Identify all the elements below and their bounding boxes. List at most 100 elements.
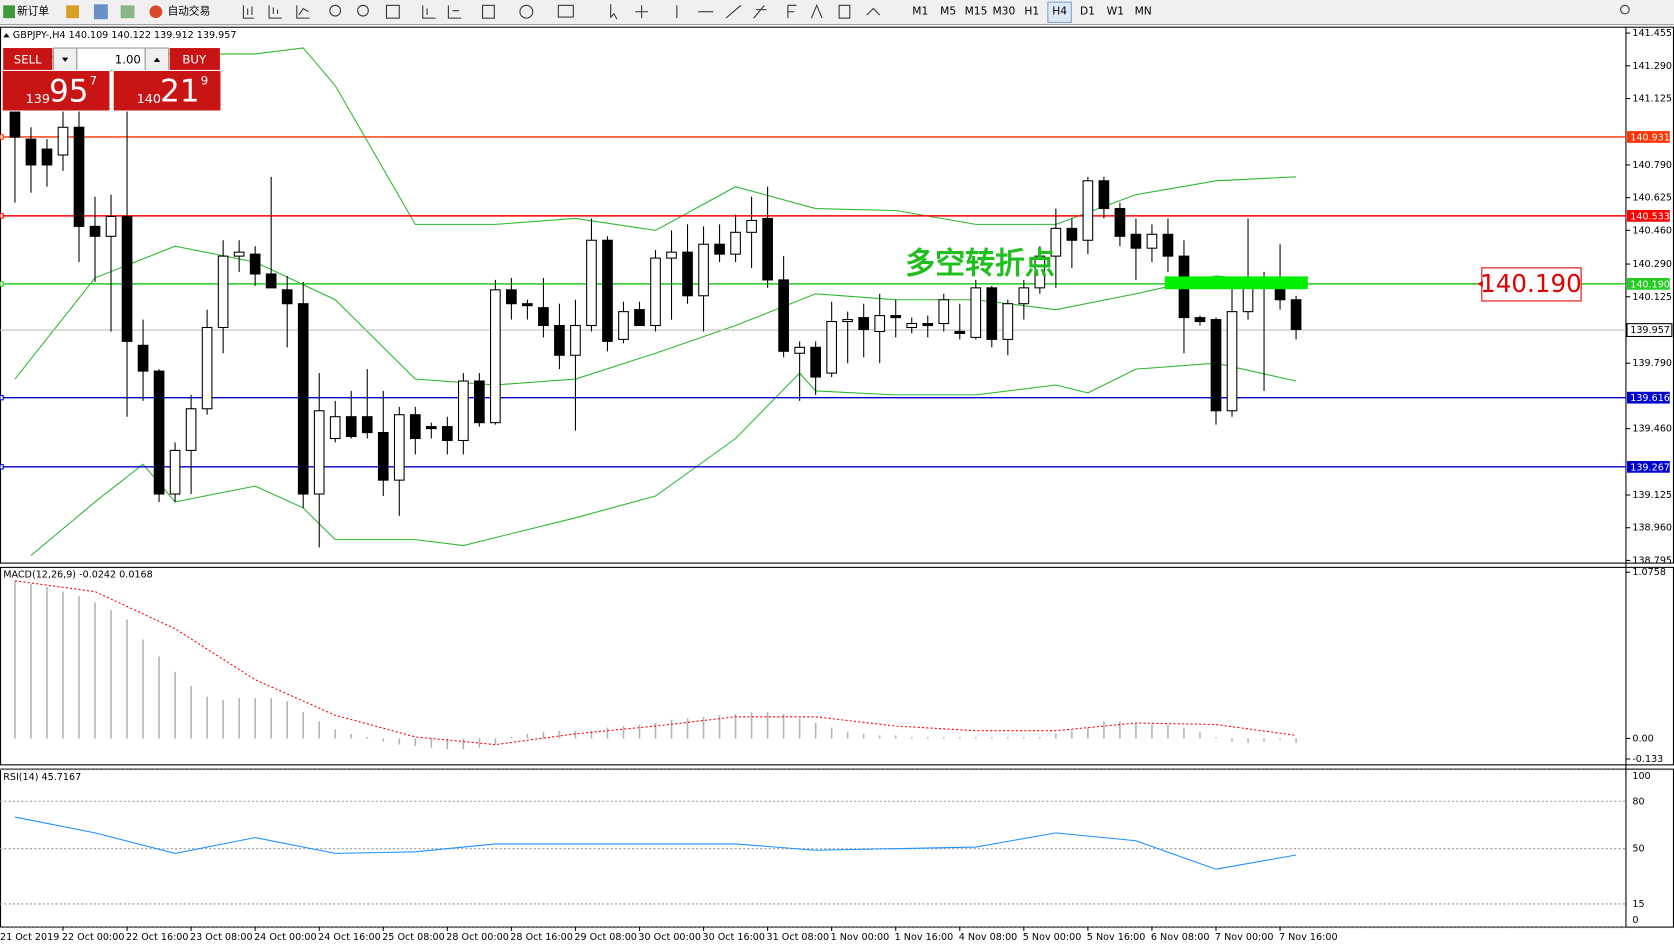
candle-body xyxy=(313,410,325,495)
candle-body xyxy=(233,251,245,257)
candle-body xyxy=(618,311,629,340)
icon[interactable] xyxy=(120,5,135,19)
y-tick-label: 140.460 xyxy=(1632,225,1672,236)
y-tick-label: 0 xyxy=(1632,915,1638,926)
buy-button[interactable] xyxy=(169,48,220,71)
candle-body xyxy=(1194,317,1206,323)
y-tick-label: 138.795 xyxy=(1632,555,1672,566)
x-tick-label: 25 Oct 08:00 xyxy=(382,932,445,943)
candle-body xyxy=(265,273,277,289)
candle-body xyxy=(153,370,165,495)
candle-body xyxy=(121,215,133,342)
candle-body xyxy=(634,309,645,327)
candle-body xyxy=(297,303,309,495)
price-big-figure: 139 xyxy=(26,92,50,107)
new-order-icon[interactable] xyxy=(3,5,15,19)
y-tick-label: 0.00 xyxy=(1632,733,1653,744)
x-tick-label: 7 Nov 16:00 xyxy=(1279,932,1338,943)
candle-body xyxy=(666,251,677,259)
sell-button[interactable] xyxy=(3,48,53,71)
candle-body xyxy=(938,299,950,325)
price-big-figure: 140 xyxy=(137,92,161,107)
marker xyxy=(1477,280,1483,288)
icon[interactable] xyxy=(93,4,108,20)
x-tick-label: 29 Oct 08:00 xyxy=(574,932,637,943)
x-tick-label: 31 Oct 08:00 xyxy=(767,932,830,943)
y-tick-label: 80 xyxy=(1632,796,1644,807)
candle-body xyxy=(1146,233,1158,249)
y-tick-label: 140.125 xyxy=(1632,292,1672,303)
new-order-button[interactable]: 新订单 xyxy=(17,5,49,18)
candle-body xyxy=(1130,233,1142,249)
buy-label: BUY xyxy=(182,52,207,66)
candle-body xyxy=(474,380,485,424)
candle-body xyxy=(538,307,549,327)
timeframe-button[interactable]: D1 xyxy=(1080,5,1095,18)
x-tick-label: 24 Oct 00:00 xyxy=(254,932,317,943)
timeframe-button[interactable]: MN xyxy=(1135,5,1152,18)
timeframe-button[interactable]: M5 xyxy=(940,5,956,18)
candle-body xyxy=(714,243,725,255)
x-tick-label: 5 Nov 16:00 xyxy=(1087,932,1146,943)
x-tick-label: 4 Nov 08:00 xyxy=(959,932,1018,943)
candle-body xyxy=(1066,227,1078,241)
candle-body xyxy=(506,289,517,305)
price-box[interactable] xyxy=(112,69,222,112)
candle-body xyxy=(906,322,918,329)
candle-body xyxy=(570,324,581,356)
toolbar-icons[interactable] xyxy=(242,3,1630,20)
candle-body xyxy=(858,317,870,331)
timeframe-button[interactable]: M30 xyxy=(992,5,1015,18)
x-tick-label: 30 Oct 16:00 xyxy=(702,932,765,943)
candle-body xyxy=(345,416,357,438)
candle-body xyxy=(105,215,117,237)
y-tick-label: 140.790 xyxy=(1632,160,1672,171)
arrow xyxy=(61,57,69,62)
arrow xyxy=(153,57,161,62)
candle-body xyxy=(490,289,501,424)
level-highlight xyxy=(1164,276,1308,290)
y-tick-label: 139.460 xyxy=(1632,424,1672,435)
candle-body xyxy=(826,321,837,374)
candle-body xyxy=(25,138,37,166)
x-tick-label: 22 Oct 00:00 xyxy=(62,932,125,943)
autotrade-button[interactable]: 自动交易 xyxy=(168,5,211,18)
macd-title: MACD(12,26,9) -0.0242 0.0168 xyxy=(3,569,153,580)
candle-body xyxy=(1082,180,1094,241)
icon[interactable] xyxy=(66,5,80,19)
candle-body xyxy=(1034,255,1046,289)
price-fraction: 7 xyxy=(90,74,97,88)
x-tick-label: 1 Nov 16:00 xyxy=(895,932,954,943)
level-label: 139.616 xyxy=(1630,393,1670,404)
y-tick-label: 140.290 xyxy=(1632,259,1672,270)
timeframe-button[interactable]: W1 xyxy=(1107,5,1124,18)
y-tick-label: 141.125 xyxy=(1632,94,1672,105)
macd-signal xyxy=(14,580,1297,746)
x-tick-label: 22 Oct 16:00 xyxy=(126,932,189,943)
autotrade-icon[interactable] xyxy=(149,5,163,19)
candle-body xyxy=(393,414,405,481)
x-tick-label: 23 Oct 08:00 xyxy=(190,932,253,943)
timeframe-button[interactable]: H4 xyxy=(1052,5,1067,18)
price-box[interactable] xyxy=(1,69,111,112)
bollinger-band xyxy=(14,47,1297,231)
level-label-box xyxy=(1627,460,1670,473)
y-tick-label: 15 xyxy=(1632,899,1644,910)
candle-body xyxy=(874,315,886,332)
candle-body xyxy=(1098,180,1110,210)
candle-body xyxy=(602,239,613,342)
candle-body xyxy=(281,289,293,305)
timeframe-button[interactable]: H1 xyxy=(1024,5,1039,18)
timeframe-button[interactable]: M1 xyxy=(912,5,928,18)
x-tick-label: 5 Nov 00:00 xyxy=(1023,932,1082,943)
candle-body xyxy=(730,231,741,255)
x-tick-label: 30 Oct 00:00 xyxy=(638,932,701,943)
sell-label: SELL xyxy=(14,52,42,66)
candle-body xyxy=(1114,208,1126,237)
candle-body xyxy=(522,303,533,307)
annotation: 多空转折点 xyxy=(905,247,1055,282)
candle-body xyxy=(329,416,341,440)
price-fraction: 9 xyxy=(201,74,208,88)
timeframe-button[interactable]: M15 xyxy=(965,5,988,18)
